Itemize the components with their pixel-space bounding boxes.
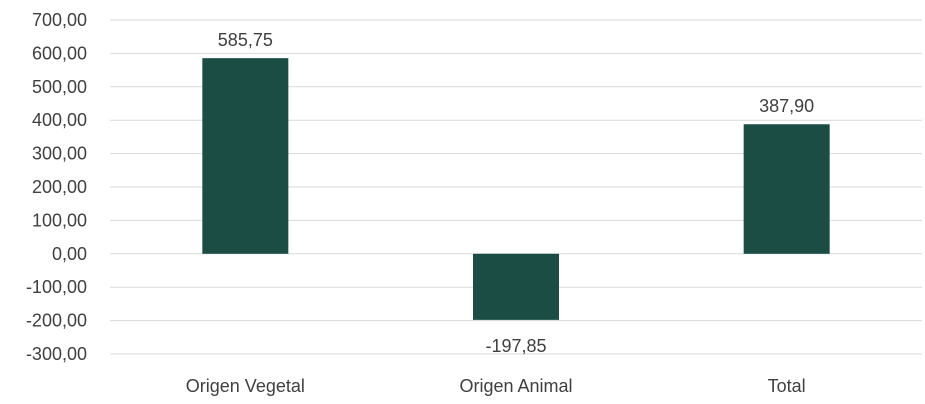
y-tick-label: 300,00: [32, 144, 87, 164]
y-tick-label: 500,00: [32, 77, 87, 97]
y-tick-label: 200,00: [32, 177, 87, 197]
x-category-label: Total: [768, 376, 806, 396]
y-tick-label: -300,00: [26, 344, 87, 364]
bar: [202, 58, 289, 254]
y-tick-label: 700,00: [32, 10, 87, 30]
y-tick-label: 400,00: [32, 110, 87, 130]
x-axis-category-labels: Origen Vegetal Origen Animal Total: [186, 376, 806, 396]
bar: [743, 124, 830, 254]
y-tick-label: -200,00: [26, 311, 87, 331]
bars: [202, 58, 830, 320]
data-label: 585,75: [218, 30, 273, 50]
y-tick-label: 100,00: [32, 210, 87, 230]
bar: [473, 253, 559, 320]
y-tick-label: 600,00: [32, 43, 87, 63]
x-category-label: Origen Animal: [459, 376, 572, 396]
y-axis-tick-labels: 700,00 600,00 500,00 400,00 300,00 200,00 100,…: [26, 10, 87, 364]
data-label: 387,90: [759, 96, 814, 116]
data-label: -197,85: [485, 336, 546, 356]
y-tick-label: -100,00: [26, 277, 87, 297]
data-labels: 585,75 -197,85 387,90: [218, 30, 814, 356]
y-tick-label: 0,00: [52, 244, 87, 264]
x-category-label: Origen Vegetal: [186, 376, 305, 396]
